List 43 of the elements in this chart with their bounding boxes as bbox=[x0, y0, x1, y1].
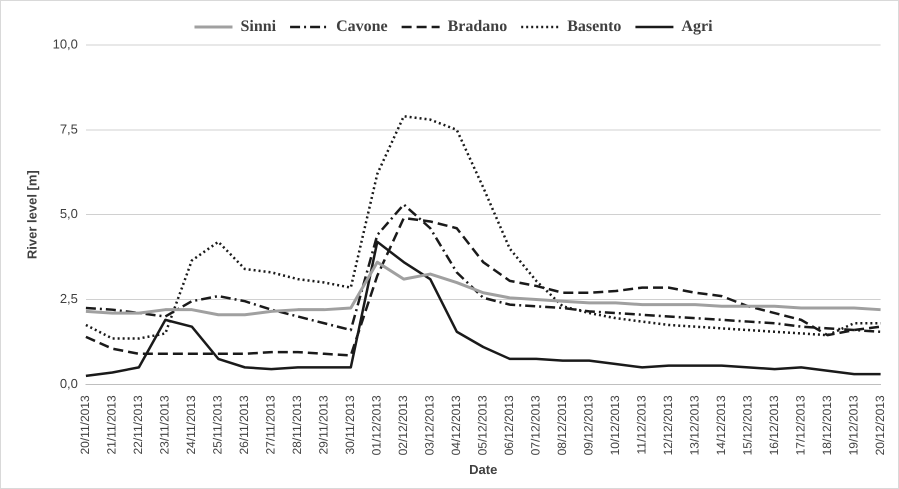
x-tick-label: 17/12/2013 bbox=[793, 395, 808, 456]
x-tick-label: 20/11/2013 bbox=[78, 395, 92, 455]
x-tick-label: 01/12/2013 bbox=[370, 395, 384, 456]
legend-label: Cavone bbox=[336, 18, 388, 36]
y-tick-label: 2,5 bbox=[60, 291, 78, 306]
x-tick-label: 02/12/2013 bbox=[396, 395, 410, 456]
x-axis-title: Date bbox=[469, 462, 498, 477]
legend-label: Bradano bbox=[448, 18, 508, 36]
x-tick-label: 29/11/2013 bbox=[316, 395, 331, 455]
x-tick-label: 14/12/2013 bbox=[714, 395, 728, 456]
x-tick-label: 25/11/2013 bbox=[210, 395, 225, 455]
x-tick-label: 20/12/2013 bbox=[872, 395, 887, 456]
x-tick-label: 09/12/2013 bbox=[582, 395, 596, 456]
x-tick-label: 22/11/2013 bbox=[131, 395, 146, 455]
x-tick-label: 10/12/2013 bbox=[608, 395, 622, 456]
y-tick-label: 7,5 bbox=[60, 121, 78, 136]
x-tick-label: 19/12/2013 bbox=[846, 395, 860, 456]
x-tick-label: 03/12/2013 bbox=[422, 395, 437, 456]
x-tick-label: 11/12/2013 bbox=[634, 395, 649, 455]
x-tick-label: 05/12/2013 bbox=[476, 395, 490, 456]
y-tick-label: 10,0 bbox=[52, 36, 78, 52]
x-tick-label: 24/11/2013 bbox=[184, 395, 198, 455]
x-tick-label: 18/12/2013 bbox=[820, 395, 834, 456]
x-tick-label: 30/11/2013 bbox=[343, 395, 358, 455]
legend-label: Sinni bbox=[240, 18, 277, 36]
x-tick-label: 23/11/2013 bbox=[158, 395, 172, 455]
x-tick-label: 28/11/2013 bbox=[290, 395, 304, 455]
x-tick-label: 27/11/2013 bbox=[264, 395, 278, 455]
x-tick-label: 04/12/2013 bbox=[449, 395, 464, 456]
x-tick-label: 16/12/2013 bbox=[766, 395, 781, 456]
x-tick-label: 08/12/2013 bbox=[555, 395, 570, 456]
x-tick-label: 06/12/2013 bbox=[502, 395, 516, 456]
legend-label: Agri bbox=[681, 18, 714, 36]
x-tick-label: 13/12/2013 bbox=[687, 395, 702, 456]
x-tick-label: 12/12/2013 bbox=[660, 395, 675, 456]
legend-label: Basento bbox=[567, 18, 622, 36]
x-tick-label: 26/11/2013 bbox=[237, 395, 252, 455]
x-tick-label: 07/12/2013 bbox=[528, 395, 543, 456]
x-tick-label: 15/12/2013 bbox=[740, 395, 754, 456]
x-tick-label: 21/11/2013 bbox=[104, 395, 119, 455]
y-axis-title: River level [m] bbox=[24, 170, 40, 260]
y-tick-label: 0,0 bbox=[60, 376, 78, 391]
y-tick-label: 5,0 bbox=[60, 206, 78, 222]
